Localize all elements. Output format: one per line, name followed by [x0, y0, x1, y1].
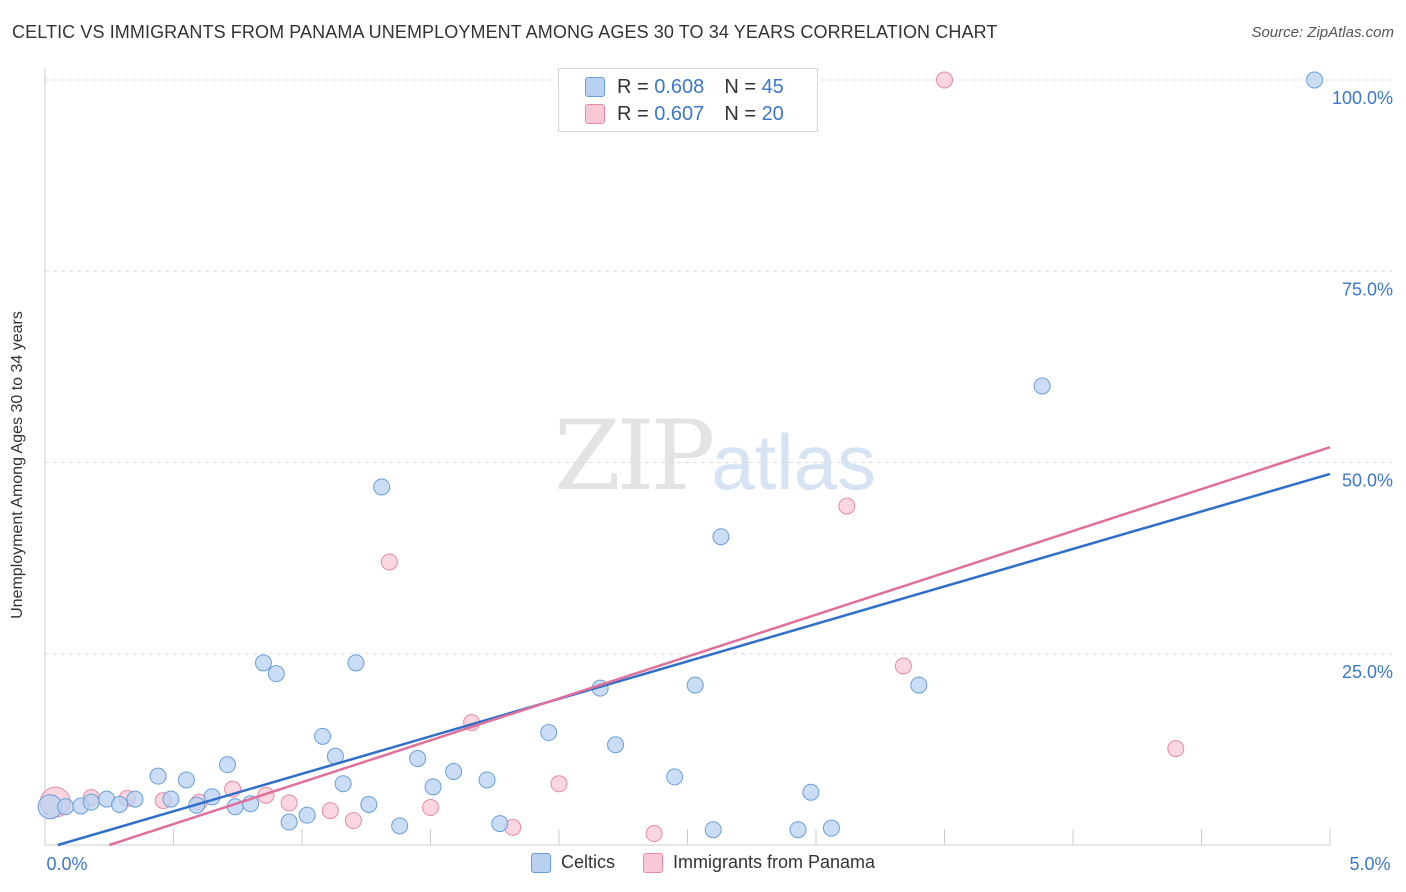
celtics-point — [445, 763, 463, 781]
celtics-point — [1033, 377, 1051, 395]
grid — [45, 79, 1392, 655]
n-value: 20 — [761, 102, 784, 125]
x-tick-label: 0.0% — [46, 854, 87, 874]
legend-swatch-celtics — [530, 852, 551, 873]
panama-point — [422, 799, 439, 817]
celtics-point — [360, 795, 378, 813]
y-tick-label: 75.0% — [1342, 279, 1393, 299]
legend-swatch-celtics — [585, 77, 605, 97]
celtics-point — [126, 790, 144, 808]
panama-point — [936, 71, 953, 89]
panama-point — [838, 497, 856, 515]
y-tick-label: 25.0% — [1342, 662, 1393, 682]
celtics-point — [802, 783, 820, 801]
n-label: N = — [724, 102, 756, 125]
celtics-trend-line — [57, 472, 1331, 847]
celtics-point — [666, 768, 684, 786]
celtics-point — [478, 771, 496, 789]
r-label: R = — [617, 102, 649, 125]
r-value: 0.608 — [654, 75, 705, 98]
chart-title: CELTIC VS IMMIGRANTS FROM PANAMA UNEMPLO… — [12, 22, 998, 42]
legend-stats: R = 0.608 N = 45 R = 0.607 N = 20 — [558, 68, 818, 132]
panama-trend-line — [108, 446, 1331, 847]
legend-stats-row-panama: R = 0.607 N = 20 — [585, 102, 784, 126]
panama-point — [344, 812, 362, 830]
celtics-point — [82, 793, 100, 811]
celtics-point — [373, 478, 391, 496]
celtics-point — [491, 815, 509, 833]
legend-series: Celtics Immigrants from Panama — [0, 852, 1406, 873]
celtics-point — [540, 724, 558, 742]
celtics-point — [712, 528, 730, 546]
celtics-point — [424, 778, 442, 796]
n-label: N = — [724, 75, 756, 98]
panama-point — [550, 775, 568, 793]
watermark-zip: ZIP — [554, 400, 715, 512]
panama-point — [321, 802, 339, 820]
trend-lines — [57, 446, 1331, 847]
celtics-point — [162, 790, 180, 808]
celtics-point — [254, 654, 272, 672]
legend-swatch-panama — [642, 852, 663, 873]
celtics-point — [704, 821, 722, 839]
celtics-point — [57, 798, 75, 816]
panama-point — [1167, 740, 1185, 758]
celtics-point — [391, 817, 409, 835]
celtics-point — [1306, 71, 1324, 89]
axes — [44, 68, 1331, 846]
celtics-point — [334, 775, 352, 793]
celtics-point — [111, 795, 129, 813]
legend-stats-row-celtics: R = 0.608 N = 45 — [585, 75, 784, 99]
panama-point — [280, 794, 298, 812]
panama-point — [894, 657, 912, 675]
panama-point — [380, 553, 398, 571]
celtics-point — [298, 806, 316, 824]
r-label: R = — [617, 75, 649, 98]
celtics-point — [607, 736, 625, 754]
celtics-point — [177, 771, 195, 789]
celtics-point — [789, 821, 807, 839]
y-tick-label: 100.0% — [1332, 88, 1393, 108]
celtics-point — [686, 676, 704, 694]
y-tick-label: 50.0% — [1342, 471, 1393, 491]
celtics-point — [149, 767, 167, 785]
x-tick-label: 5.0% — [1349, 854, 1390, 874]
celtics-point — [347, 654, 365, 672]
celtics-point — [409, 750, 427, 768]
celtics-point — [314, 727, 332, 745]
celtics-point — [218, 756, 236, 774]
tick-labels: 25.0% 50.0% 75.0% 100.0% 0.0% 5.0% — [46, 88, 1393, 874]
legend-item-celtics: Celtics — [530, 852, 615, 873]
r-value: 0.607 — [654, 102, 705, 125]
source-label: Source: ZipAtlas.com — [1251, 24, 1394, 41]
data-points — [37, 71, 1324, 843]
legend-swatch-panama — [585, 104, 605, 124]
celtics-point — [910, 676, 928, 694]
panama-point — [645, 825, 663, 843]
celtics-point — [822, 819, 840, 837]
celtics-point — [280, 813, 298, 831]
legend-item-panama: Immigrants from Panama — [642, 852, 876, 873]
legend-label-panama: Immigrants from Panama — [672, 852, 876, 872]
n-value: 45 — [761, 75, 784, 98]
y-axis-label: Unemployment Among Ages 30 to 34 years — [9, 311, 26, 619]
celtics-point — [267, 665, 285, 683]
legend-label-celtics: Celtics — [560, 852, 615, 872]
